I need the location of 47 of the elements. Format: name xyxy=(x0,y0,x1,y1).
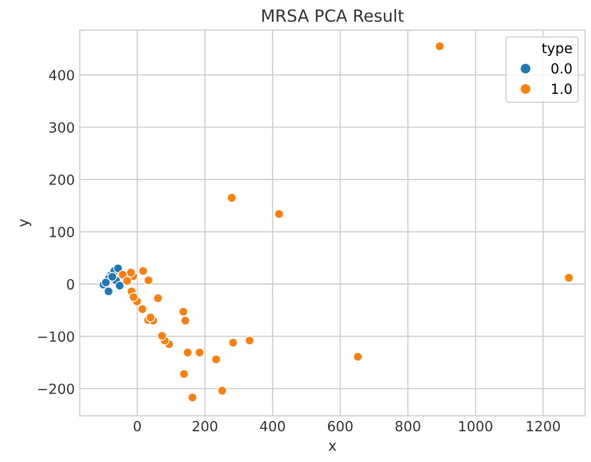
x-tick-label: 1200 xyxy=(527,420,560,432)
y-tick-label: 100 xyxy=(50,226,74,238)
legend-label: 1.0 xyxy=(552,84,572,94)
point xyxy=(274,209,284,219)
point xyxy=(126,268,136,278)
point xyxy=(100,278,111,288)
point xyxy=(226,192,237,203)
point xyxy=(182,348,193,358)
point xyxy=(564,272,574,283)
point xyxy=(211,354,221,364)
x-tick-label: 1000 xyxy=(459,420,492,432)
point xyxy=(138,266,148,276)
point xyxy=(157,330,167,341)
point xyxy=(137,304,148,314)
point xyxy=(188,392,198,402)
point xyxy=(104,286,114,296)
x-tick-label: 200 xyxy=(192,420,218,432)
y-tick-label: −100 xyxy=(38,331,74,342)
point xyxy=(128,292,138,302)
point xyxy=(153,293,163,304)
point xyxy=(244,336,254,346)
point xyxy=(352,352,363,362)
point xyxy=(122,276,132,286)
point xyxy=(144,276,154,286)
point xyxy=(434,41,445,52)
x-tick-label: 800 xyxy=(396,420,420,432)
legend-title: type xyxy=(542,43,572,56)
point xyxy=(217,386,228,396)
x-tick-label: 600 xyxy=(328,420,353,432)
point xyxy=(114,280,125,291)
point xyxy=(180,316,190,326)
y-axis-title: y xyxy=(20,219,32,227)
y-tick-label: −200 xyxy=(38,384,74,394)
point xyxy=(194,348,204,358)
chart-title: MRSA PCA Result xyxy=(262,9,404,22)
y-tick-label: 300 xyxy=(49,122,74,133)
point xyxy=(228,338,238,348)
point xyxy=(178,306,188,317)
point xyxy=(179,369,189,379)
y-tick-label: 0 xyxy=(67,279,74,290)
y-tick-label: 200 xyxy=(49,174,74,186)
point xyxy=(146,312,156,322)
x-tick-label: 400 xyxy=(260,420,285,432)
y-tick-label: 400 xyxy=(49,70,74,80)
x-axis-title: x xyxy=(328,442,336,451)
x-tick-label: 0 xyxy=(134,420,141,432)
legend-label: 0.0 xyxy=(551,63,572,74)
